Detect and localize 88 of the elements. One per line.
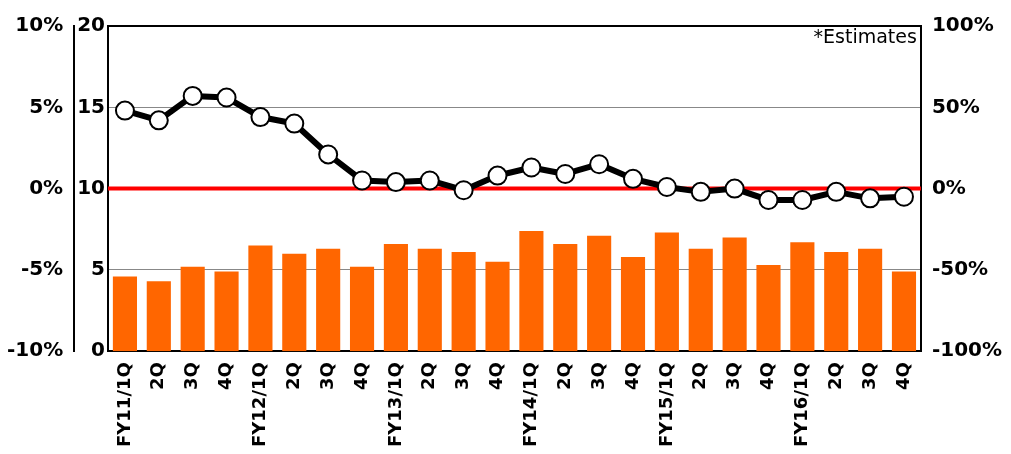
x-tick-label: 4Q [349,362,371,391]
x-tick-label: FY15/1Q [654,362,676,447]
y2-tick-label: 0% [931,174,966,199]
x-tick-label: 4Q [620,362,642,391]
point [656,176,677,197]
y-tick-label: 0 [91,337,105,362]
bar [349,266,375,352]
x-tick-label: FY12/1Q [248,362,270,447]
bar [146,281,171,352]
bar [824,252,849,352]
x-tick-label: FY13/1Q [383,362,405,447]
x-tick-label: 4Q [214,362,236,391]
bar [383,243,408,352]
x-tick-label: 3Q [451,362,473,391]
x-tick-label: 3Q [722,362,744,391]
point [216,87,237,108]
bar [180,266,205,352]
y3-tick-label: 5% [29,93,64,118]
point [589,154,610,175]
point [487,165,508,186]
point [284,113,305,134]
annotation: *Estimates [813,25,917,48]
point [352,170,373,191]
x-tick-label: 3Q [586,362,608,391]
point [893,186,914,207]
y3-tick-label: -5% [20,256,64,281]
point [792,189,813,210]
bar [451,252,476,352]
bar [587,235,612,352]
y2-tick-label: -100% [931,337,1003,362]
bar [214,271,239,352]
bar [654,232,679,352]
point [453,180,474,201]
bar [722,237,747,352]
point [385,172,406,193]
point [419,170,440,191]
point [724,178,745,199]
point [182,85,203,106]
point [623,168,644,189]
point [250,107,271,128]
bar [790,242,815,352]
bar [553,243,578,352]
bar [620,256,646,352]
x-tick-label: 2Q [146,362,168,391]
x-tick-label: 3Q [315,362,337,391]
y3-tick-label: 10% [15,12,64,37]
x-tick-label: 2Q [688,362,710,391]
x-tick-label: 4Q [485,362,507,391]
x-tick-label: 3Q [857,362,879,391]
y3-tick-label: -10% [7,337,64,362]
point [758,189,779,210]
point [521,157,542,178]
x-tick-label: 2Q [552,362,574,391]
x-tick-label: 2Q [417,362,439,391]
bar [282,253,307,352]
bar [248,245,273,352]
y-tick-label: 10 [77,174,105,199]
y-tick-label: 20 [77,12,105,37]
y2-tick-label: -50% [931,256,989,281]
bar [891,271,917,352]
bar [688,248,713,352]
bar [112,276,138,352]
bar [756,265,781,352]
x-tick-label: 2Q [823,362,845,391]
point [860,188,881,209]
x-tick-label: FY11/1Q [112,362,134,447]
x-tick-label: 3Q [180,362,202,391]
y2-tick-label: 100% [931,12,994,37]
point [826,181,847,202]
bar [858,248,883,352]
point [690,181,711,202]
bar [417,248,442,352]
y3-tick-label: 0% [29,174,64,199]
point [555,163,576,184]
x-tick-label: FY16/1Q [790,362,812,447]
point [318,144,339,165]
y-tick-label: 5 [91,256,105,281]
bar [316,248,341,352]
x-tick-label: 4Q [756,362,778,391]
x-tick-label: 4Q [891,362,913,391]
point [114,100,135,121]
y-tick-label: 15 [77,93,105,118]
bar [485,261,510,352]
point [148,110,169,131]
x-tick-label: FY14/1Q [519,362,541,447]
y2-tick-label: 50% [931,93,980,118]
bar [519,230,544,352]
x-tick-label: 2Q [281,362,303,391]
